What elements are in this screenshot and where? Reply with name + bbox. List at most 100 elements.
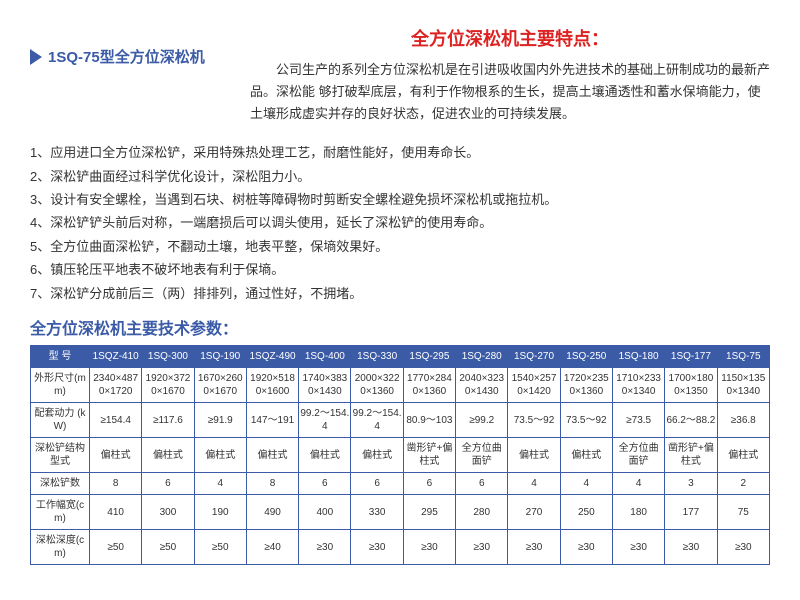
table-cell: 6 [299, 473, 351, 495]
table-header-row: 型 号 1SQZ-410 1SQ-300 1SQ-190 1SQZ-490 1S… [31, 346, 770, 368]
table-cell: 180 [612, 495, 664, 530]
feature-item: 4、深松铲铲头前后对称，一端磨损后可以调头使用，延长了深松铲的使用寿命。 [30, 211, 770, 234]
table-cell: 330 [351, 495, 403, 530]
table-cell: 3 [665, 473, 717, 495]
table-row: 深松深度(cm)≥50≥50≥50≥40≥30≥30≥30≥30≥30≥30≥3… [31, 530, 770, 565]
table-cell: 1710×2330×1340 [612, 368, 664, 403]
table-row: 深松铲数8648666644432 [31, 473, 770, 495]
th-model: 型 号 [31, 346, 90, 368]
table-cell: ≥91.9 [194, 403, 246, 438]
th: 1SQ-300 [142, 346, 194, 368]
th: 1SQ-400 [299, 346, 351, 368]
table-cell: ≥99.2 [456, 403, 508, 438]
table-cell: ≥154.4 [90, 403, 142, 438]
th: 1SQ-280 [456, 346, 508, 368]
table-cell: 1740×3830×1430 [299, 368, 351, 403]
table-cell: 400 [299, 495, 351, 530]
feature-item: 3、设计有安全螺栓，当遇到石块、树桩等障碍物时剪断安全螺栓避免损坏深松机或拖拉机… [30, 188, 770, 211]
th: 1SQ-270 [508, 346, 560, 368]
table-cell: 深松铲数 [31, 473, 90, 495]
table-cell: 4 [508, 473, 560, 495]
table-cell: 1920×5180×1600 [246, 368, 298, 403]
table-cell: 190 [194, 495, 246, 530]
table-cell: ≥30 [612, 530, 664, 565]
params-title: 全方位深松机主要技术参数： [30, 315, 770, 339]
table-cell: ≥50 [194, 530, 246, 565]
table-cell: 4 [194, 473, 246, 495]
table-cell: 偏柱式 [508, 438, 560, 473]
table-cell: 490 [246, 495, 298, 530]
table-cell: 295 [403, 495, 455, 530]
table-cell: 300 [142, 495, 194, 530]
th: 1SQZ-490 [246, 346, 298, 368]
table-cell: 80.9～103 [403, 403, 455, 438]
table-cell: 250 [560, 495, 612, 530]
table-cell: 工作幅宽(cm) [31, 495, 90, 530]
table-cell: 66.2～88.2 [665, 403, 717, 438]
table-cell: 8 [90, 473, 142, 495]
feature-item: 6、镇压轮压平地表不破坏地表有利于保墒。 [30, 258, 770, 281]
feature-item: 2、深松铲曲面经过科学优化设计，深松阻力小。 [30, 165, 770, 188]
table-cell: 2040×3230×1430 [456, 368, 508, 403]
table-cell: 偏柱式 [351, 438, 403, 473]
intro-text: 公司生产的系列全方位深松机是在引进吸收国内外先进技术的基础上研制成功的最新产品。… [250, 59, 770, 125]
table-cell: 1920×3720×1670 [142, 368, 194, 403]
model-badge: 1SQ-75型全方位深松机 [30, 46, 250, 67]
table-cell: ≥30 [508, 530, 560, 565]
feature-item: 1、应用进口全方位深松铲，采用特殊热处理工艺，耐磨性能好，使用寿命长。 [30, 141, 770, 164]
table-cell: 1700×1800×1350 [665, 368, 717, 403]
table-cell: ≥50 [90, 530, 142, 565]
table-cell: 2000×3220×1360 [351, 368, 403, 403]
table-cell: ≥30 [351, 530, 403, 565]
table-cell: 1670×2600×1670 [194, 368, 246, 403]
table-cell: 偏柱式 [299, 438, 351, 473]
th: 1SQ-180 [612, 346, 664, 368]
table-cell: ≥117.6 [142, 403, 194, 438]
table-cell: 1770×2840×1360 [403, 368, 455, 403]
arrow-icon [30, 49, 42, 65]
table-cell: 偏柱式 [246, 438, 298, 473]
table-cell: 深松铲结构型式 [31, 438, 90, 473]
table-row: 配套动力 (kW)≥154.4≥117.6≥91.9147～19199.2～15… [31, 403, 770, 438]
table-cell: ≥30 [717, 530, 769, 565]
table-cell: 偏柱式 [194, 438, 246, 473]
table-cell: 270 [508, 495, 560, 530]
table-cell: ≥30 [560, 530, 612, 565]
table-cell: 1150×1350×1340 [717, 368, 769, 403]
table-cell: 全方位曲面铲 [612, 438, 664, 473]
table-cell: 6 [351, 473, 403, 495]
th: 1SQ-75 [717, 346, 769, 368]
table-cell: ≥36.8 [717, 403, 769, 438]
feature-item: 7、深松铲分成前后三（两）排排列，通过性好，不拥堵。 [30, 282, 770, 305]
th: 1SQ-190 [194, 346, 246, 368]
th: 1SQZ-410 [90, 346, 142, 368]
table-row: 深松铲结构型式偏柱式偏柱式偏柱式偏柱式偏柱式偏柱式凿形铲+偏柱式全方位曲面铲偏柱… [31, 438, 770, 473]
params-table: 型 号 1SQZ-410 1SQ-300 1SQ-190 1SQZ-490 1S… [30, 345, 770, 565]
table-cell: ≥73.5 [612, 403, 664, 438]
features-list: 1、应用进口全方位深松铲，采用特殊热处理工艺，耐磨性能好，使用寿命长。 2、深松… [30, 141, 770, 305]
table-cell: 深松深度(cm) [31, 530, 90, 565]
table-row: 工作幅宽(cm)41030019049040033029528027025018… [31, 495, 770, 530]
feature-item: 5、全方位曲面深松铲，不翻动土壤，地表平整，保墒效果好。 [30, 235, 770, 258]
table-cell: 75 [717, 495, 769, 530]
table-cell: 偏柱式 [90, 438, 142, 473]
model-label: 1SQ-75型全方位深松机 [48, 46, 205, 67]
table-cell: 410 [90, 495, 142, 530]
table-cell: 4 [612, 473, 664, 495]
table-cell: ≥50 [142, 530, 194, 565]
table-cell: ≥30 [456, 530, 508, 565]
table-cell: 1540×2570×1420 [508, 368, 560, 403]
table-cell: 6 [456, 473, 508, 495]
table-cell: 73.5～92 [560, 403, 612, 438]
table-cell: 4 [560, 473, 612, 495]
th: 1SQ-177 [665, 346, 717, 368]
table-cell: 偏柱式 [717, 438, 769, 473]
table-cell: 偏柱式 [142, 438, 194, 473]
table-cell: 73.5～92 [508, 403, 560, 438]
table-cell: ≥30 [299, 530, 351, 565]
th: 1SQ-250 [560, 346, 612, 368]
th: 1SQ-330 [351, 346, 403, 368]
table-cell: 2340×4870×1720 [90, 368, 142, 403]
table-cell: 1720×2350×1360 [560, 368, 612, 403]
table-cell: 99.2～154.4 [299, 403, 351, 438]
